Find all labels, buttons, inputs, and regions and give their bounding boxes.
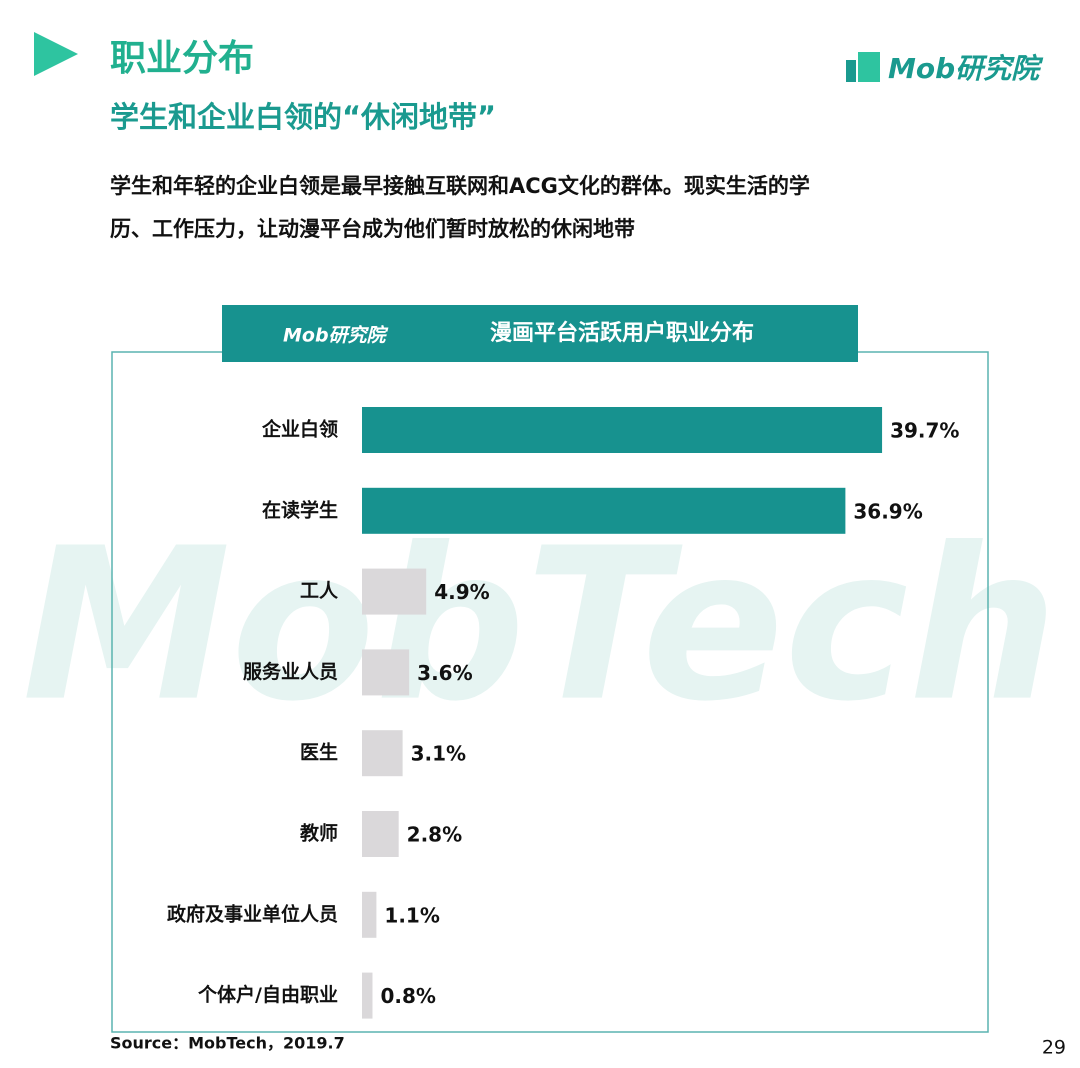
category-label: 企业白领: [261, 418, 338, 441]
bar: [362, 972, 373, 1019]
value-label: 1.1%: [384, 903, 439, 927]
value-label: 2.8%: [407, 823, 462, 847]
chart-brand: Mob研究院: [283, 325, 389, 347]
brand-logo: Mob研究院: [846, 52, 1044, 85]
page-number: 29: [1042, 1037, 1066, 1059]
description-line: 历、工作压力，让动漫平台成为他们暂时放松的休闲地带: [110, 217, 635, 241]
bar: [362, 730, 403, 777]
description-line: 学生和年轻的企业白领是最早接触互联网和ACG文化的群体。现实生活的学: [110, 174, 810, 198]
bar: [362, 811, 399, 857]
chart-header: [222, 305, 858, 362]
category-label: 个体户/自由职业: [197, 983, 338, 1006]
value-label: 3.1%: [411, 742, 466, 766]
value-label: 0.8%: [380, 984, 435, 1008]
category-label: 医生: [300, 741, 338, 764]
page-subtitle: 学生和企业白领的“休闲地带”: [110, 100, 496, 134]
category-label: 工人: [300, 580, 339, 602]
category-label: 在读学生: [262, 498, 338, 521]
value-label: 3.6%: [417, 661, 472, 685]
source: Source：MobTech，2019.7: [110, 1034, 345, 1053]
page-title: 职业分布: [110, 38, 254, 79]
bar: [362, 649, 410, 696]
value-label: 36.9%: [853, 499, 922, 523]
bar: [362, 487, 846, 534]
category-label: 教师: [300, 822, 338, 845]
chart-title: 漫画平台活跃用户职业分布: [490, 320, 754, 346]
watermark: MobTech: [22, 503, 1058, 748]
title-arrow: [34, 32, 78, 76]
bar: [362, 891, 377, 938]
value-label: 39.7%: [890, 419, 959, 443]
bar: [362, 568, 427, 615]
category-label: 服务业人员: [243, 660, 338, 683]
category-label: 政府及事业单位人员: [167, 902, 338, 925]
bar: [362, 407, 883, 453]
logo-block: [858, 52, 880, 82]
brand-text: Mob研究院: [888, 52, 1044, 85]
logo-block: [846, 60, 856, 82]
value-label: 4.9%: [434, 580, 489, 604]
